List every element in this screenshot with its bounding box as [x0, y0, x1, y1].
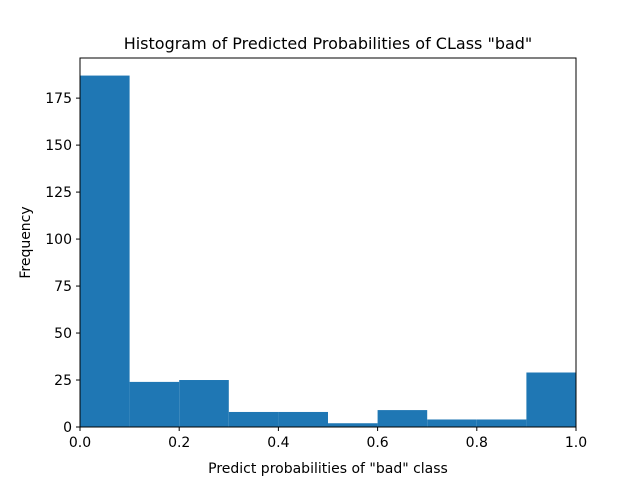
- axes-frame: [79, 57, 577, 428]
- x-tick-label: 0.2: [168, 435, 190, 451]
- y-tick-label: 50: [54, 326, 72, 342]
- histogram-bar: [228, 411, 279, 427]
- y-tick-label: 75: [54, 279, 72, 295]
- x-axis-ticks: 0.0 0.2 0.4 0.6 0.8 1.0: [69, 427, 587, 451]
- histogram-bar: [476, 419, 527, 427]
- histogram-bar: [427, 419, 477, 427]
- x-tick-label: 0.0: [69, 435, 91, 451]
- histogram-bar: [526, 372, 576, 427]
- histogram-bar: [328, 423, 378, 427]
- x-axis-label: Predict probabilities of "bad" class: [208, 461, 448, 477]
- y-tick-label: 150: [45, 138, 72, 154]
- histogram-bar: [80, 75, 130, 428]
- y-tick-label: 0: [63, 420, 72, 436]
- histogram-bar: [179, 380, 229, 427]
- chart-title: Histogram of Predicted Probabilities of …: [124, 34, 533, 53]
- x-tick-label: 0.6: [366, 435, 388, 451]
- histogram-bar: [377, 410, 428, 427]
- bars-group: [80, 75, 576, 428]
- histogram-bar: [278, 411, 328, 427]
- x-tick-label: 0.8: [466, 435, 488, 451]
- y-axis-label: Frequency: [18, 206, 34, 278]
- x-tick-label: 1.0: [565, 435, 587, 451]
- y-tick-label: 25: [54, 373, 72, 389]
- y-tick-label: 125: [45, 185, 72, 201]
- histogram-bar: [129, 381, 180, 427]
- y-tick-label: 175: [45, 91, 72, 107]
- y-axis-ticks: 0 25 50 75 100 125 150 175: [45, 91, 80, 436]
- x-tick-label: 0.4: [267, 435, 289, 451]
- y-tick-label: 100: [45, 232, 72, 248]
